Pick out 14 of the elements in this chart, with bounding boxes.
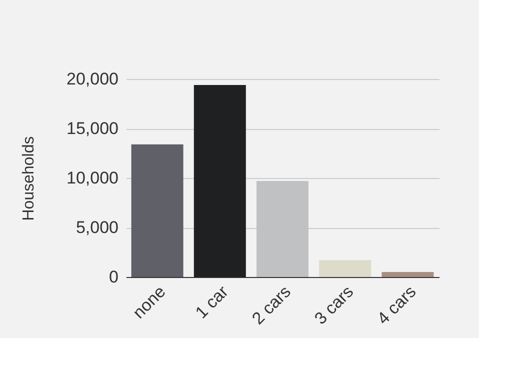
bar [382,272,434,277]
x-tick-label: 4 cars [374,282,420,328]
y-tick-label: 10,000 [66,168,118,188]
x-tick-label: 2 cars [248,282,295,328]
x-tick-label: 3 cars [310,282,358,328]
y-tick-label: 0 [109,268,118,286]
y-tick-label: 20,000 [66,70,118,88]
y-tick-label: 15,000 [66,119,118,138]
y-axis-title: Households [20,136,38,221]
bar [319,260,372,277]
bar [194,84,246,277]
bar [131,144,184,277]
x-tick-label: 1 car [192,282,232,322]
y-tick-label: 5,000 [76,218,118,237]
